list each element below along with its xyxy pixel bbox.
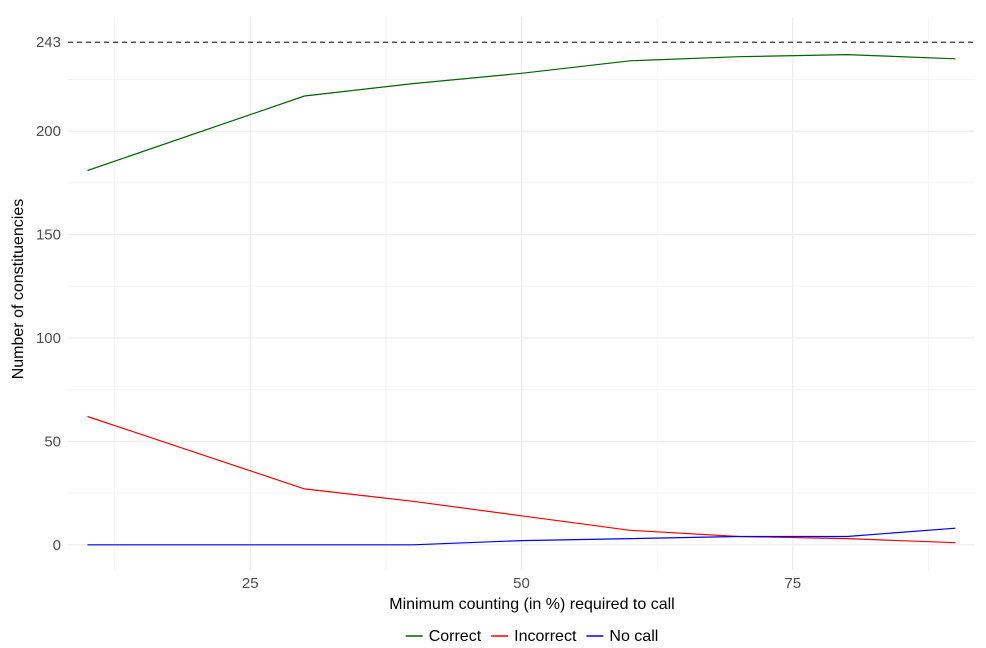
- x-tick-label: 25: [242, 575, 259, 592]
- legend-label-correct: Correct: [429, 628, 482, 645]
- series-line-no-call: [87, 527, 956, 546]
- legend-label-incorrect: Incorrect: [514, 628, 577, 645]
- y-tick-label: 200: [36, 123, 61, 140]
- y-tick-label: 0: [53, 537, 61, 554]
- x-axis-title: Minimum counting (in %) required to call: [389, 596, 674, 613]
- legend: Correct Incorrect No call: [405, 628, 658, 645]
- legend-label-no-call: No call: [609, 628, 658, 645]
- x-tick-label: 50: [513, 575, 530, 592]
- y-tick-label: 100: [36, 330, 61, 347]
- y-tick-label: 50: [44, 433, 61, 450]
- series-line-correct: [87, 53, 956, 172]
- y-axis-title: Number of constituencies: [10, 199, 27, 380]
- grid: [68, 17, 975, 570]
- x-axis-ticks: 25 50 75: [242, 575, 801, 592]
- y-tick-label: 150: [36, 227, 61, 244]
- x-tick-label: 75: [784, 575, 801, 592]
- y-tick-label: 243: [36, 34, 61, 51]
- series-line-incorrect: [87, 415, 956, 544]
- series-group: [87, 53, 956, 546]
- y-axis-ticks: 0 50 100 150 200 243: [36, 34, 61, 554]
